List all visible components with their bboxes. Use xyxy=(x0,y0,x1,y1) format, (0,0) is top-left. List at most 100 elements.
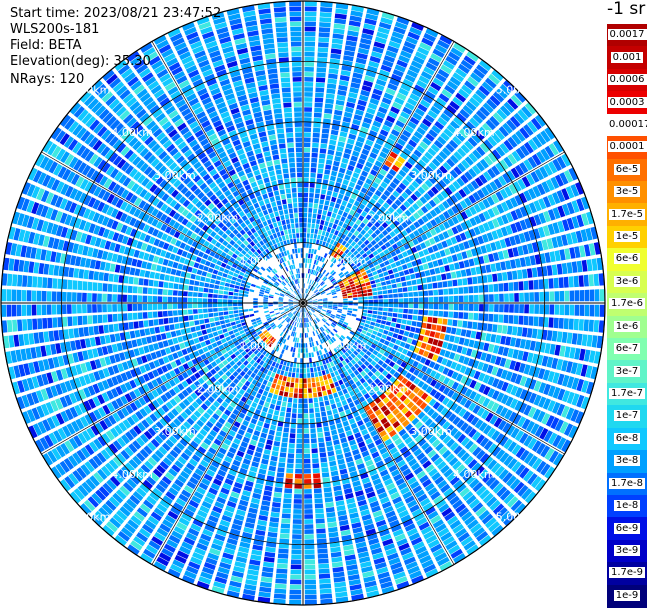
range-gate-cell xyxy=(259,437,266,443)
range-gate-cell xyxy=(294,304,298,306)
range-gate-cell xyxy=(183,285,188,290)
range-gate-cell xyxy=(461,329,467,336)
range-gate-cell xyxy=(296,449,302,454)
range-gate-cell xyxy=(199,319,204,324)
range-gate-cell xyxy=(256,393,262,399)
range-gate-cell xyxy=(574,319,579,330)
range-gate-cell xyxy=(389,342,395,348)
range-gate-cell xyxy=(168,283,173,289)
range-gate-cell xyxy=(308,304,313,305)
range-gate-cell xyxy=(304,409,309,414)
range-gate-cell xyxy=(221,338,227,343)
range-gate-cell xyxy=(322,184,328,189)
range-gate-cell xyxy=(221,324,226,329)
range-gate-cell xyxy=(278,553,289,558)
range-gate-cell xyxy=(332,224,337,229)
range-gate-cell xyxy=(304,509,313,514)
range-gate-cell xyxy=(458,287,463,294)
range-gate-cell xyxy=(377,332,382,337)
range-gate-cell xyxy=(305,7,317,12)
range-gate-cell xyxy=(268,435,274,441)
range-gate-cell xyxy=(285,478,293,483)
range-gate-cell xyxy=(371,267,376,272)
range-gate-cell xyxy=(344,230,349,236)
range-gate-cell xyxy=(153,280,158,287)
range-gate-cell xyxy=(209,289,214,293)
range-gate-cell xyxy=(435,268,441,274)
range-gate-cell xyxy=(380,338,386,343)
range-gate-cell xyxy=(304,127,311,132)
range-gate-cell xyxy=(424,297,429,302)
range-gate-cell xyxy=(319,447,326,452)
range-gate-cell xyxy=(78,328,84,338)
range-gate-cell xyxy=(396,278,401,283)
range-gate-cell xyxy=(337,459,345,465)
range-gate-cell xyxy=(365,320,370,324)
range-gate-cell xyxy=(325,502,334,508)
range-gate-cell xyxy=(423,264,429,270)
range-gate-cell xyxy=(326,441,333,447)
range-gate-cell xyxy=(503,315,508,324)
range-gate-cell xyxy=(158,289,163,295)
range-gate-cell xyxy=(378,311,383,315)
range-gate-cell xyxy=(304,67,314,72)
range-gate-cell xyxy=(88,271,94,280)
range-gate-cell xyxy=(319,574,330,579)
range-gate-cell xyxy=(323,477,331,482)
range-gate-cell xyxy=(291,570,302,575)
range-gate-cell xyxy=(38,332,44,343)
range-gate-cell xyxy=(338,407,344,413)
range-gate-cell xyxy=(336,423,342,429)
range-gate-cell xyxy=(437,259,443,266)
range-gate-cell xyxy=(304,414,309,419)
range-gate-cell xyxy=(286,413,291,418)
range-gate-cell xyxy=(340,373,345,379)
range-gate-cell xyxy=(299,323,301,328)
range-gate-cell xyxy=(225,346,231,351)
range-gate-cell xyxy=(298,353,301,358)
range-gate-cell xyxy=(171,331,177,337)
range-gate-cell xyxy=(203,309,208,313)
range-gate-cell xyxy=(315,87,324,92)
range-gate-cell xyxy=(321,133,328,138)
range-gate-cell xyxy=(258,592,270,598)
range-gate-cell xyxy=(335,592,347,598)
range-gate-cell xyxy=(375,336,381,341)
range-gate-cell xyxy=(335,8,347,14)
range-gate-cell xyxy=(300,363,303,368)
range-gate-cell xyxy=(319,27,330,32)
range-gate-cell xyxy=(280,533,290,538)
range-gate-cell xyxy=(304,102,312,107)
range-gate-cell xyxy=(320,345,324,350)
range-gate-cell xyxy=(188,304,193,309)
range-gate-cell xyxy=(285,366,289,371)
range-gate-cell xyxy=(372,331,377,336)
range-gate-cell xyxy=(304,539,314,544)
range-gate-cell xyxy=(22,275,27,287)
range-gate-cell xyxy=(412,321,417,326)
range-gate-cell xyxy=(323,325,327,329)
range-gate-cell xyxy=(326,507,335,513)
range-gate-cell xyxy=(315,377,319,382)
range-gate-cell xyxy=(294,504,302,509)
range-gate-cell xyxy=(288,448,294,453)
range-gate-cell xyxy=(469,304,474,311)
range-gate-cell xyxy=(488,314,493,322)
range-gate-cell xyxy=(283,498,291,503)
range-gate-cell xyxy=(290,383,294,388)
range-gate-cell xyxy=(582,334,588,346)
range-gate-cell xyxy=(328,451,335,457)
range-gate-cell xyxy=(313,347,316,352)
range-gate-cell xyxy=(398,347,404,353)
range-gate-cell xyxy=(328,206,333,212)
range-gate-cell xyxy=(527,268,533,278)
range-gate-cell xyxy=(292,529,301,534)
range-gate-cell xyxy=(307,363,310,368)
range-gate-cell xyxy=(305,263,307,268)
range-gate-cell xyxy=(264,307,269,309)
range-gate-cell xyxy=(303,373,306,378)
range-gate-cell xyxy=(333,393,338,399)
range-gate-cell xyxy=(275,405,280,410)
range-gate-cell xyxy=(291,378,295,383)
range-gate-cell xyxy=(313,362,316,367)
